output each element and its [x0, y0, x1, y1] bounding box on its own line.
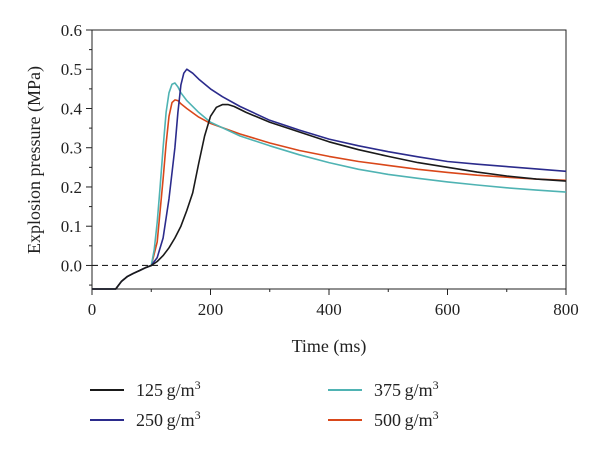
x-tick-label: 200 [198, 300, 224, 319]
y-tick-label: 0.4 [61, 99, 83, 118]
series-lines [92, 68, 567, 290]
plot-area [91, 29, 567, 290]
series-line-500 [92, 99, 567, 290]
legend-label-125: 125 g/m3 [136, 377, 201, 400]
x-axis-title: Time (ms) [292, 336, 367, 357]
x-axis: 0 200 400 600 800 [88, 289, 579, 319]
y-tick-label: 0.3 [61, 139, 82, 158]
y-axis: 0.0 0.1 0.2 0.3 0.4 0.5 0.6 [61, 21, 92, 286]
x-tick-label: 600 [435, 300, 461, 319]
legend-item-500: 500 g/m3 [328, 408, 439, 432]
y-tick-label: 0.6 [61, 21, 82, 40]
legend-item-125: 125 g/m3 [90, 378, 201, 402]
legend-item-375: 375 g/m3 [328, 378, 439, 402]
x-tick-label: 800 [553, 300, 579, 319]
legend: 125 g/m3 250 g/m3 375 g/m3 500 g/m3 [0, 370, 600, 454]
series-line-125 [92, 103, 567, 290]
plot-frame [91, 29, 567, 290]
y-tick-label: 0.0 [61, 256, 82, 275]
legend-label-250: 250 g/m3 [136, 407, 201, 430]
y-tick-label: 0.5 [61, 60, 82, 79]
y-tick-label: 0.2 [61, 178, 82, 197]
legend-item-250: 250 g/m3 [90, 408, 201, 432]
y-tick-label: 0.1 [61, 217, 82, 236]
legend-swatch-500 [328, 419, 362, 421]
x-tick-label: 0 [88, 300, 97, 319]
legend-label-500: 500 g/m3 [374, 407, 439, 430]
legend-label-375: 375 g/m3 [374, 377, 439, 400]
explosion-pressure-chart: 0 200 400 600 800 0.0 0.1 0.2 0.3 0.4 0.5 0.6 Time… [24, 21, 579, 357]
legend-swatch-250 [90, 419, 124, 421]
y-axis-title: Explosion pressure (MPa) [24, 66, 45, 254]
legend-swatch-125 [90, 389, 124, 391]
legend-swatch-375 [328, 389, 362, 391]
x-tick-label: 400 [316, 300, 342, 319]
